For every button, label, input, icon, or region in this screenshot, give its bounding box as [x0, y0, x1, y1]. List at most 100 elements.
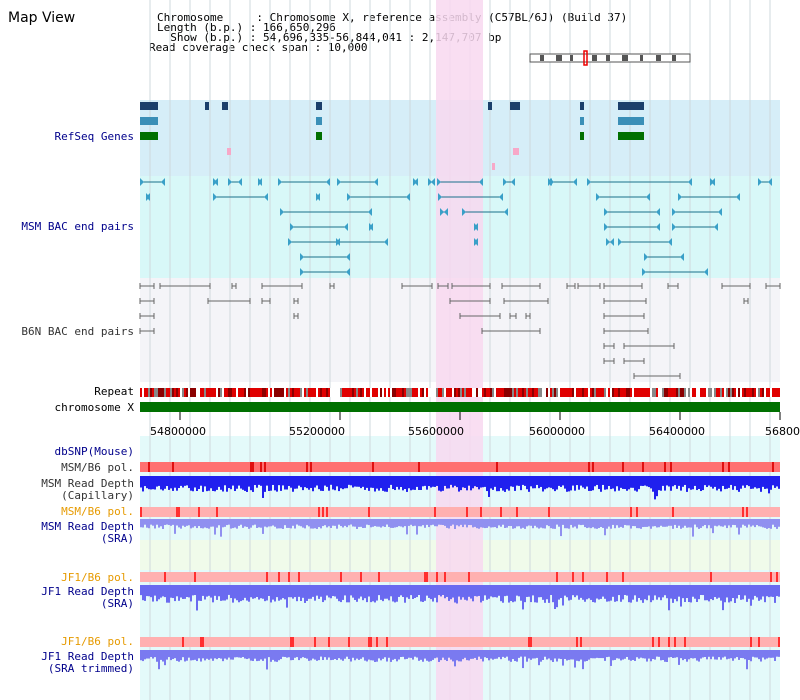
- msm-pol-mark: [564, 462, 566, 472]
- jf1-pol-mark: [460, 572, 462, 582]
- msm-depth-sra-bar: [510, 519, 512, 527]
- jf1-pol2-mark: [204, 637, 206, 647]
- msm-depth-sra-bar: [380, 519, 382, 528]
- msm-pol2-mark: [498, 507, 500, 517]
- jf1-depth-trim-bar: [218, 650, 220, 659]
- jf1-pol-mark: [404, 572, 406, 582]
- jf1-depth-sra-bar: [228, 585, 230, 595]
- jf1-pol-mark: [492, 572, 494, 582]
- jf1-pol-mark: [410, 572, 412, 582]
- msm-depth-sra-bar: [450, 519, 452, 526]
- jf1-depth-trim-bar: [594, 650, 596, 659]
- jf1-depth-sra-bar: [484, 585, 486, 596]
- jf1-pol2-mark: [764, 637, 766, 647]
- msm-pol2-mark: [414, 507, 416, 517]
- bac-end-marker: [462, 208, 466, 216]
- msm-depth-cap-bar: [620, 476, 622, 488]
- repeat-mark: [154, 388, 156, 397]
- jf1-pol-mark: [140, 572, 142, 582]
- msm-depth-sra-bar: [692, 519, 694, 537]
- msm-pol-mark: [248, 462, 250, 472]
- refseq-genes-label[interactable]: RefSeq Genes: [54, 130, 134, 143]
- jf1-pol-mark: [220, 572, 222, 582]
- jf1-pol-mark: [150, 572, 152, 582]
- jf1-pol-mark: [284, 572, 286, 582]
- repeat-mark: [640, 388, 642, 397]
- msm-pol-mark: [670, 462, 672, 472]
- msm-pol2-mark: [564, 507, 566, 517]
- jf1-depth-trim-bar: [404, 650, 406, 660]
- msm-depth-cap-bar: [740, 476, 742, 489]
- jf1-pol2-mark: [384, 637, 386, 647]
- msm-depth-cap-bar: [762, 476, 764, 487]
- jf1-depth-sra-bar: [250, 585, 252, 598]
- msm-depth-cap-bar: [440, 476, 442, 492]
- msm-depth-sra-bar: [230, 519, 232, 529]
- msm-depth-cap-bar: [732, 476, 734, 490]
- jf1-pol-mark: [522, 572, 524, 582]
- jf1-pol-mark: [484, 572, 486, 582]
- jf1-pol2-mark: [196, 637, 198, 647]
- msm-depth-sra-bar: [234, 519, 236, 528]
- jf1-depth-sra-bar: [652, 585, 654, 601]
- jf1-depth-trim-bar: [586, 650, 588, 661]
- msm-pol-mark: [406, 462, 408, 472]
- msm-depth-sra-bar: [196, 519, 198, 529]
- repeat-mark: [148, 388, 150, 397]
- bac-end-marker: [258, 178, 262, 186]
- msm-depth-cap-bar: [276, 476, 278, 492]
- msm-depth-sra-bar: [260, 519, 262, 528]
- msm-bac-label[interactable]: MSM BAC end pairs: [21, 220, 134, 233]
- msm-pol-mark: [366, 462, 368, 472]
- msm-depth-cap-bar: [202, 476, 204, 492]
- msm-pol-mark: [278, 462, 280, 472]
- msm-pol-mark: [266, 462, 268, 472]
- msm-depth-cap-bar: [396, 476, 398, 487]
- msm-pol2-mark: [698, 507, 700, 517]
- jf1-pol-mark: [396, 572, 398, 582]
- repeat-mark: [682, 388, 684, 397]
- jf1-depth-trim-bar: [488, 650, 490, 661]
- msm-depth-cap-bar: [708, 476, 710, 486]
- b6n-bac-label[interactable]: B6N BAC end pairs: [21, 325, 134, 338]
- msm-pol-mark: [596, 462, 598, 472]
- msm-pol2-mark: [324, 507, 326, 517]
- msm-pol-mark: [516, 462, 518, 472]
- jf1-depth-sra-bar: [538, 585, 540, 598]
- msm-depth-cap-bar: [544, 476, 546, 490]
- msm-pol2-mark: [374, 507, 376, 517]
- jf1-pol2-mark: [650, 637, 652, 647]
- jf1-depth-sra-bar: [316, 585, 318, 596]
- jf1-pol-mark: [280, 572, 282, 582]
- repeat-mark: [264, 388, 266, 397]
- msm-depth-sra-bar: [284, 519, 286, 526]
- jf1-pol-mark: [314, 572, 316, 582]
- msm-pol-mark: [172, 462, 174, 472]
- jf1-pol-mark: [192, 572, 194, 582]
- msm-depth-cap-bar: [342, 476, 344, 490]
- jf1-pol2-mark: [514, 637, 516, 647]
- msm-depth-sra-bar: [402, 519, 404, 528]
- jf1-depth-trim-bar: [370, 650, 372, 661]
- repeat-mark: [490, 388, 492, 397]
- msm-pol-mark: [554, 462, 556, 472]
- dbsnp-label[interactable]: dbSNP(Mouse): [54, 445, 134, 458]
- jf1-depth-sra-bar: [306, 585, 308, 601]
- jf1-pol2-mark: [164, 637, 166, 647]
- jf1-pol2-mark: [220, 637, 222, 647]
- msm-pol-mark: [498, 462, 500, 472]
- jf1-depth-sra-bar: [760, 585, 762, 600]
- jf1-pol2-mark: [682, 637, 684, 647]
- msm-pol-mark: [140, 462, 142, 472]
- ideogram-band: [606, 55, 610, 61]
- msm-pol-mark: [412, 462, 414, 472]
- msm-depth-cap-bar: [428, 476, 430, 487]
- repeat-mark: [146, 388, 148, 397]
- msm-pol-mark: [346, 462, 348, 472]
- msm-pol-mark: [714, 462, 716, 472]
- jf1-depth-trim-bar: [320, 650, 322, 657]
- msm-pol2-mark: [302, 507, 304, 517]
- jf1-depth-sra-bar: [166, 585, 168, 603]
- msm-pol2-mark: [258, 507, 260, 517]
